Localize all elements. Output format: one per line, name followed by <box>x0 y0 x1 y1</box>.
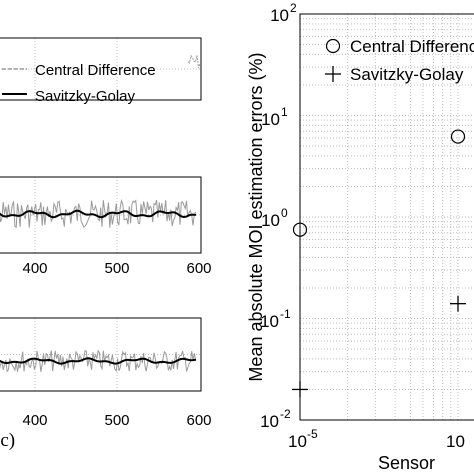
x-tick-label-1e-5: 10 -5 <box>288 427 318 451</box>
series-savitzky-golay-bottom <box>0 357 197 365</box>
y-tick-label-1e1: 10 1 <box>261 105 288 129</box>
right-legend: Central Difference Savitzky-Golay <box>325 37 474 84</box>
legend-label-savgol-right: Savitzky-Golay <box>350 65 464 84</box>
svg-text:-5: -5 <box>307 427 318 441</box>
svg-text:2: 2 <box>290 1 297 15</box>
axes-frame-middle <box>0 176 202 254</box>
svg-text:10: 10 <box>446 432 465 451</box>
x-tick-label-partial: 10 <box>446 432 465 451</box>
svg-text:1: 1 <box>281 105 288 119</box>
legend-label-savgol-top: Savitzky-Golay <box>35 88 136 105</box>
x-tick-label-500-middle: 500 <box>104 260 129 277</box>
svg-text:10: 10 <box>261 211 280 230</box>
x-tick-label-600-middle: 600 <box>186 260 211 277</box>
svg-text:10: 10 <box>260 312 279 331</box>
series-central-difference-top <box>187 54 201 69</box>
x-axis-label: Sensor <box>378 453 435 473</box>
x-tick-label-400-middle: 400 <box>22 260 47 277</box>
x-tick-label-400-bottom: 400 <box>22 412 47 429</box>
y-tick-label-1e-2: 10 -2 <box>260 407 291 431</box>
axes-frame-bottom <box>0 317 202 392</box>
y-tick-label-1e-1: 10 -1 <box>260 307 291 331</box>
y-axis-label: Mean absolute MOI estimation errors (%) <box>246 52 266 381</box>
data-point-savitzky-golay-1 <box>450 295 466 312</box>
axes-frame-top <box>0 37 202 101</box>
x-tick-label-500-bottom: 500 <box>104 412 129 429</box>
axes-frame-right <box>299 13 474 421</box>
data-point-savitzky-golay-0 <box>292 381 308 398</box>
svg-text:0: 0 <box>281 206 288 220</box>
x-tick-label-600-bottom: 600 <box>186 412 211 429</box>
svg-text:10: 10 <box>270 6 289 25</box>
y-tick-label-1e0: 10 0 <box>261 206 288 230</box>
legend-marker-plus <box>325 66 341 82</box>
panel-middle-left: 400 500 600 <box>0 176 212 277</box>
svg-text:10: 10 <box>261 110 280 129</box>
panel-bottom-left: 400 500 600 (c) <box>0 317 212 451</box>
panel-right: Mean absolute MOI estimation errors (%) … <box>246 1 474 473</box>
panel-label-c: (c) <box>0 430 15 451</box>
panel-top-left: Central Difference Savitzky-Golay <box>0 37 202 105</box>
series-central-difference-bottom <box>0 349 197 373</box>
legend-marker-circle <box>325 38 341 54</box>
series-savitzky-golay-middle <box>0 209 197 219</box>
data-point-central-difference-0 <box>292 222 308 237</box>
svg-text:-1: -1 <box>280 307 291 321</box>
svg-text:10: 10 <box>288 432 307 451</box>
y-tick-label-1e2: 10 2 <box>270 1 297 25</box>
svg-text:10: 10 <box>260 412 279 431</box>
data-point-central-difference-1 <box>450 129 466 144</box>
legend-label-central-top: Central Difference <box>35 62 156 79</box>
svg-text:-2: -2 <box>280 407 291 421</box>
legend-label-central-right: Central Difference <box>350 37 474 56</box>
